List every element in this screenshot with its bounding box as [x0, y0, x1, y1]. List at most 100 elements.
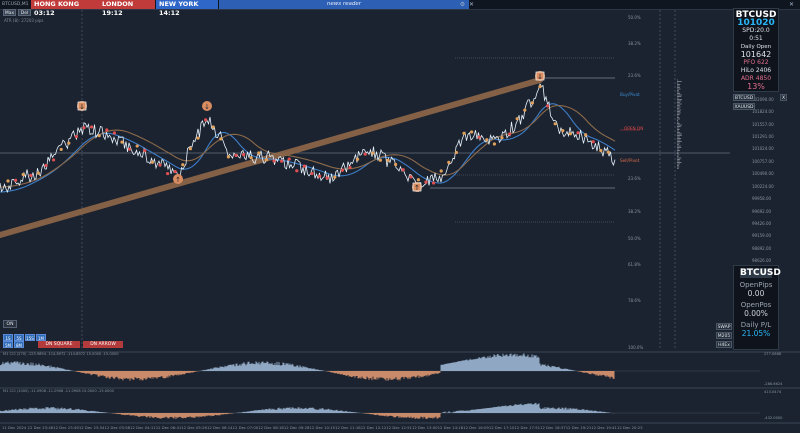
max-button[interactable]: Max: [3, 9, 16, 16]
daily-pl-value: 21.05%: [741, 329, 771, 338]
signal-dot: [439, 169, 443, 173]
signal-dot: [523, 108, 527, 112]
mode-5s-button[interactable]: 5S: [14, 334, 24, 341]
signal-dot: [158, 163, 162, 167]
down-arrow-marker: ↓: [202, 101, 212, 111]
btcusd-button[interactable]: BTCUSD: [733, 94, 755, 101]
signal-dot: [97, 134, 101, 138]
signal-dot: [363, 152, 367, 156]
price-axis-tick: 100224.00: [752, 183, 774, 189]
cci-270-scale-top: 277.0668: [764, 352, 782, 356]
signal-dot: [272, 159, 276, 163]
xauusd-button[interactable]: XAUUSD: [733, 103, 755, 110]
signal-dot: [500, 136, 504, 140]
info-pfo: PFO 622: [743, 59, 769, 66]
time-axis-tick: 12 Dec 06:14: [207, 425, 233, 430]
signal-dot: [82, 126, 86, 130]
fib-label: 38.2%: [628, 209, 641, 214]
info-countdown: 0:51: [749, 35, 763, 42]
open-pos-value: 0.00%: [744, 309, 768, 318]
up-arrow-marker: ↑: [173, 174, 183, 184]
signal-dot: [287, 157, 291, 161]
mode-8m-button[interactable]: 8M: [14, 341, 24, 348]
h4ex-button[interactable]: H4Ex: [716, 341, 732, 348]
symbol-label: BTCUSD,M1: [2, 2, 29, 7]
signal-dot: [416, 178, 420, 182]
price-chart[interactable]: ↓ ↓ ↑ ↑ ↓: [0, 10, 800, 433]
signal-dot: [378, 158, 382, 162]
signal-dot: [470, 130, 474, 134]
signal-dot: [485, 138, 489, 142]
cci-270-label: M1 CCI (270) -123.9894 -114.8972 -114.89…: [3, 352, 119, 356]
open-pos-label: OpenPos: [740, 301, 772, 309]
signal-dot: [318, 174, 322, 178]
signal-dot: [310, 171, 314, 176]
signal-dot: [21, 172, 25, 177]
mode-15s-button[interactable]: 15S: [25, 334, 35, 341]
open-label: OPEN ON: [624, 126, 644, 131]
signal-dot: [196, 136, 200, 140]
signal-dot: [584, 133, 588, 137]
mode-1s-button[interactable]: 1S: [3, 334, 13, 341]
signal-dots: [6, 84, 611, 185]
m205-button[interactable]: M205: [716, 332, 732, 339]
del-button[interactable]: Del: [18, 9, 31, 16]
price-axis-tick: 101291.00: [752, 134, 774, 140]
signal-dot: [424, 180, 428, 184]
dn-square-button[interactable]: DN SQUARE: [38, 341, 80, 348]
signal-dot: [302, 164, 306, 168]
settings-icon[interactable]: ⚙: [459, 1, 466, 8]
moving-average-brown: [0, 104, 616, 188]
price-axis-tick: 98626.00: [752, 258, 772, 264]
info-hilo: HiLo 2406: [740, 67, 772, 74]
price-axis-tick: 99692.00: [752, 208, 772, 214]
price-axis-tick: 101024.00: [752, 146, 774, 152]
svg-text:↑: ↑: [414, 184, 420, 192]
info-price: 101020: [737, 18, 775, 28]
mode-1m-button[interactable]: 1M: [36, 334, 46, 341]
news-reader-bar[interactable]: news reader: [219, 0, 469, 9]
fib-label: 38.2%: [628, 41, 641, 46]
signal-dot: [128, 147, 132, 151]
signal-dot: [90, 125, 94, 129]
info-daily-open-value: 101642: [740, 50, 772, 59]
svg-text:↓: ↓: [79, 103, 85, 111]
time-axis-tick: 12 Dec 23:49: [53, 425, 79, 430]
signal-dot: [591, 140, 595, 144]
signal-dot: [553, 122, 557, 126]
signal-dot: [36, 171, 41, 175]
signal-dot: [44, 163, 48, 168]
fib-label: 23.6%: [628, 73, 641, 78]
close-window-icon[interactable]: ✕: [788, 1, 795, 8]
on-toggle[interactable]: ON: [3, 320, 17, 328]
info-adr-percent: 13%: [747, 82, 765, 91]
price-series: [0, 82, 616, 194]
signal-dot: [6, 179, 10, 183]
swap-button[interactable]: SWAP: [716, 323, 732, 330]
signal-dot: [409, 175, 413, 179]
fib-label: 78.6%: [628, 298, 641, 303]
clock-london: LONDON 19:12: [99, 0, 155, 17]
signal-dot: [29, 173, 33, 178]
cci-270-scale-bottom: -286.6624: [764, 382, 783, 386]
info-daily-open-label: Daily Open: [740, 44, 772, 50]
dn-arrow-button[interactable]: DN ARROW: [83, 341, 123, 348]
signal-dot: [477, 135, 481, 139]
mode-5m-button[interactable]: 5M: [3, 341, 13, 348]
symbol-info-panel: BTCUSD 101020 SPD:20.0 0:51 Daily Open 1…: [733, 8, 779, 92]
time-axis-tick: 12 Dec 23:54: [78, 425, 105, 430]
signal-dot: [280, 159, 284, 163]
x-button[interactable]: X: [780, 94, 787, 101]
time-axis-tick: 12 Dec 04:11: [130, 425, 156, 430]
time-axis-tick: 12 Dec 14:18: [437, 425, 464, 430]
close-icon[interactable]: ✕: [468, 1, 475, 8]
cci-1000-label: M1 CCI (1000) -11.0908 -11.0908 -11.0908…: [3, 389, 114, 393]
signal-dot: [150, 160, 154, 164]
time-axis-tick: 12 Dec 06:41: [155, 425, 182, 430]
signal-dot: [401, 168, 405, 172]
signal-dot: [257, 151, 261, 155]
info-adr: ADR 4850: [740, 75, 772, 82]
signal-dot: [356, 157, 360, 161]
tick-volume-strip: [677, 79, 682, 169]
time-axis: 11 Dec 2024 12 Dec 23:46 12 Dec 23:49 12 De…: [0, 423, 760, 433]
